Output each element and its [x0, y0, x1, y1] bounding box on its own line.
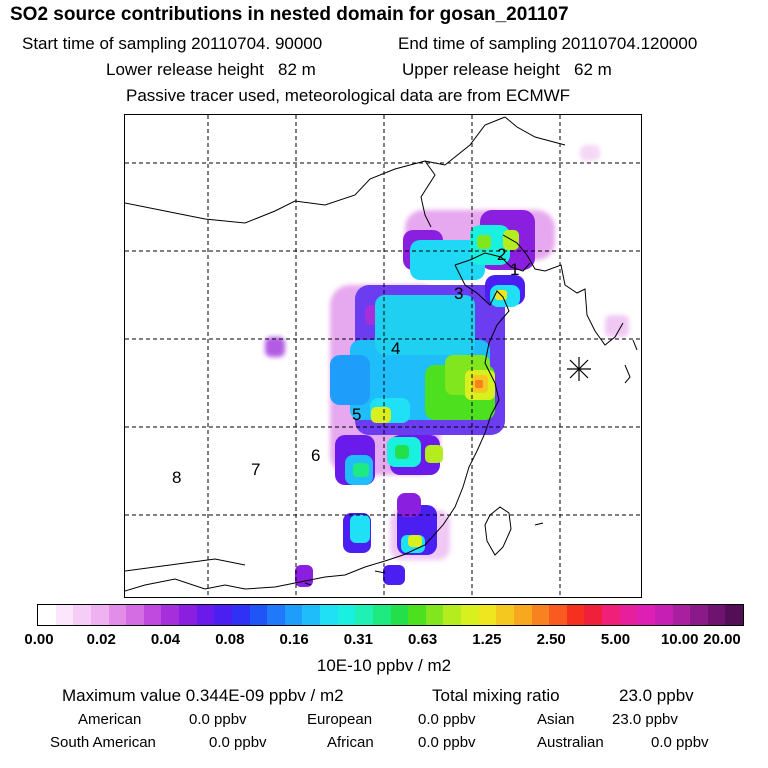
colorbar-cell	[531, 605, 550, 625]
colorbar-cell	[196, 605, 215, 625]
colorbar-tick-label: 10.00	[660, 631, 699, 648]
region-labels: 1 2 3 4 5 6 7 8	[172, 245, 519, 487]
colorbar-cell	[654, 605, 673, 625]
colorbar-cell	[161, 605, 179, 625]
colorbar-tick-label: 0.31	[343, 631, 373, 648]
colorbar-cell	[179, 605, 197, 625]
colorbar-cell	[408, 605, 426, 625]
colorbar-tick-label: 0.04	[150, 631, 181, 648]
south-american-label: South American	[50, 734, 156, 751]
colorbar-cell	[214, 605, 232, 625]
map-canvas: 1 2 3 4 5 6 7 8	[125, 115, 641, 597]
african-label: African	[327, 734, 374, 751]
colorbar-cell	[584, 605, 602, 625]
page-title: SO2 source contributions in nested domai…	[10, 4, 569, 25]
colorbar-cell	[637, 605, 655, 625]
american-value: 0.0 ppbv	[189, 711, 247, 728]
australian-label: Australian	[537, 734, 604, 751]
colorbar-cell	[55, 605, 74, 625]
region-label-7: 7	[251, 460, 260, 479]
colorbar-cell	[619, 605, 638, 625]
colorbar-tick-label: 0.08	[215, 631, 245, 648]
colorbar-cell	[496, 605, 514, 625]
colorbar-cell	[513, 605, 532, 625]
coastlines	[125, 116, 638, 592]
colorbar-cell	[355, 605, 373, 625]
colorbar-cell	[549, 605, 567, 625]
total-mixing-label: Total mixing ratio	[432, 686, 560, 705]
colorbar-cell	[461, 605, 479, 625]
colorbar-cell	[108, 605, 127, 625]
european-value: 0.0 ppbv	[418, 711, 476, 728]
african-value: 0.0 ppbv	[418, 734, 476, 751]
colorbar-cell	[425, 605, 444, 625]
colorbar-cell	[707, 605, 726, 625]
tracer-note: Passive tracer used, meteorological data…	[126, 86, 571, 105]
colorbar-tick-label: 1.25	[472, 631, 502, 648]
region-label-8: 8	[172, 468, 181, 487]
map-panel: 1 2 3 4 5 6 7 8	[124, 114, 642, 598]
start-time-label: Start time of sampling 20110704. 90000	[22, 34, 323, 53]
colorbar	[37, 604, 744, 626]
colorbar-cell	[443, 605, 461, 625]
colorbar-cell	[302, 605, 320, 625]
asian-value: 23.0 ppbv	[612, 711, 678, 728]
colorbar-cell	[38, 605, 56, 625]
colorbar-cell	[390, 605, 409, 625]
total-mixing-value: 23.0 ppbv	[619, 686, 694, 705]
colorbar-cell	[672, 605, 691, 625]
upper-height-label: Upper release height 62 m	[402, 60, 612, 79]
region-label-4: 4	[391, 339, 400, 358]
colorbar-unit-label: 10E-10 ppbv / m2	[316, 656, 452, 675]
colorbar-tick-label: 5.00	[600, 631, 631, 648]
colorbar-cell	[566, 605, 585, 625]
region-label-1: 1	[510, 260, 519, 279]
region-label-6: 6	[311, 446, 320, 465]
end-time-label: End time of sampling 20110704.120000	[398, 34, 698, 53]
colorbar-cell	[602, 605, 620, 625]
colorbar-cell	[690, 605, 708, 625]
colorbar-tick-label: 0.02	[86, 631, 116, 648]
asterisk-receptor-icon	[567, 357, 591, 381]
south-american-value: 0.0 ppbv	[209, 734, 267, 751]
colorbar-cell	[478, 605, 497, 625]
colorbar-cell	[267, 605, 285, 625]
colorbar-tick-label: 0.00	[24, 631, 54, 648]
colorbar-cell	[249, 605, 268, 625]
colorbar-cell	[231, 605, 250, 625]
region-label-2: 2	[497, 245, 506, 264]
colorbar-cell	[143, 605, 162, 625]
colorbar-cell	[320, 605, 338, 625]
australian-value: 0.0 ppbv	[651, 734, 709, 751]
colorbar-tick-label: 0.16	[279, 631, 309, 648]
asian-label: Asian	[537, 711, 575, 728]
colorbar-cell	[284, 605, 303, 625]
region-label-3: 3	[454, 284, 463, 303]
max-value-label: Maximum value 0.344E-09 ppbv / m2	[62, 686, 344, 705]
colorbar-cell	[725, 605, 743, 625]
colorbar-cell	[73, 605, 91, 625]
colorbar-tick-label: 2.50	[536, 631, 566, 648]
colorbar-cell	[90, 605, 109, 625]
american-label: American	[78, 711, 142, 728]
lower-height-label: Lower release height 82 m	[106, 60, 316, 79]
european-label: European	[307, 711, 373, 728]
colorbar-cell	[372, 605, 391, 625]
region-label-5: 5	[352, 405, 361, 424]
lat-lon-grid	[125, 115, 641, 597]
colorbar-cell	[126, 605, 144, 625]
colorbar-tick-label: 20.00	[703, 631, 741, 648]
colorbar-tick-label: 0.63	[408, 631, 438, 648]
colorbar-cell	[337, 605, 356, 625]
